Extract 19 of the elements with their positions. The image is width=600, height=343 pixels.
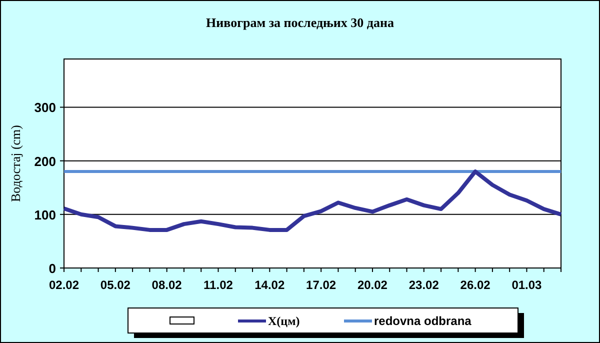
legend-label: X(цм): [268, 314, 300, 328]
y-tick-label: 300: [34, 100, 56, 116]
x-tick-label: 02.02: [48, 278, 80, 292]
x-tick-label: 01.03: [512, 278, 542, 292]
x-tick-label: 23.02: [408, 278, 440, 292]
legend-label: redovna odbrana: [374, 314, 472, 328]
x-tick-label: 14.02: [254, 278, 285, 292]
x-tick-label: 05.02: [100, 278, 131, 292]
y-tick-label: 100: [34, 207, 56, 222]
line-series: [62, 170, 563, 232]
y-axis-title: Водостај (cm): [8, 124, 23, 202]
y-tick-label: 200: [34, 154, 56, 169]
x-tick-label: 08.02: [152, 278, 182, 292]
x-tick-label: 26.02: [460, 278, 491, 292]
x-tick-label: 20.02: [357, 278, 388, 292]
y-tick-label: 0: [48, 261, 56, 276]
chart-title: Нивограм за последњих 30 дана: [206, 15, 394, 30]
x-tick-label: 11.02: [204, 278, 234, 292]
x-tick-label: 17.02: [306, 278, 336, 292]
